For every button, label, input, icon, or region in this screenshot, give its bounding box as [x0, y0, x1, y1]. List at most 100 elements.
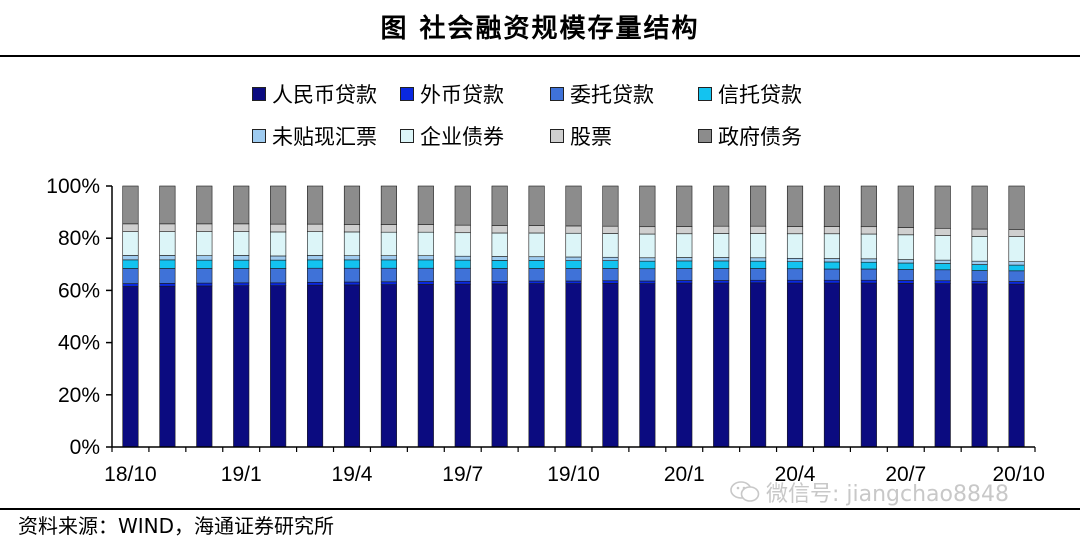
bar-segment [565, 232, 582, 258]
legend-swatch [252, 87, 266, 101]
legend-swatch [400, 87, 414, 101]
bar-segment [823, 226, 841, 235]
source-note: 资料来源：WIND，海通证券研究所 [18, 514, 335, 538]
bar-segment [934, 259, 951, 264]
bar-segment [528, 268, 545, 282]
bar-segment [454, 267, 471, 282]
bar-segment [417, 224, 434, 233]
bar-segment [1008, 264, 1025, 272]
legend-item-trust-loans: 信托贷款 [698, 80, 802, 108]
bar-segment [823, 258, 841, 263]
bar-segment [897, 269, 914, 281]
bar-segment [786, 257, 804, 262]
bar-segment [417, 185, 434, 225]
bar-segment [750, 279, 767, 284]
bar-segment [196, 255, 213, 261]
bar-segment [713, 185, 730, 227]
bar-segment [860, 226, 877, 235]
bar-segment [491, 268, 508, 282]
bar-segment [417, 284, 434, 448]
bar-segment [750, 268, 767, 281]
bar-segment [1008, 236, 1025, 262]
bar-segment [934, 263, 951, 271]
bar-segment [454, 185, 471, 226]
bar-segment [639, 283, 656, 448]
bar-segment [380, 185, 397, 225]
y-tick-label: 40% [58, 332, 100, 355]
bar-segment [233, 185, 250, 225]
bar-segment [897, 234, 914, 260]
x-tick-label: 19/1 [221, 463, 262, 486]
bar-segment [417, 259, 434, 269]
bar-segment [860, 279, 877, 284]
bar-segment [750, 225, 767, 234]
bar-segment [971, 264, 988, 271]
bar-segment [639, 280, 656, 284]
legend-label: 信托贷款 [718, 83, 802, 107]
bar-segment [1008, 270, 1025, 282]
legend-item-stocks: 股票 [550, 122, 612, 150]
wechat-watermark: 微信号: jiangchao8848 [730, 476, 1009, 508]
bar-segment [1008, 185, 1025, 230]
bar-segment [713, 233, 730, 258]
bar-segment [196, 282, 213, 287]
bar-segment [270, 231, 287, 257]
bar-segment [897, 280, 914, 284]
legend-swatch [550, 129, 564, 143]
bar-segment [307, 282, 324, 286]
bar-segment [676, 226, 693, 235]
bar-segment [233, 259, 250, 269]
bar-segment [528, 225, 545, 234]
bar-segment [639, 260, 656, 270]
bar-segment [934, 185, 951, 229]
bar-segment [417, 281, 434, 285]
bar-segment [897, 227, 914, 236]
bar-segment [713, 260, 730, 269]
y-tick-label: 60% [58, 279, 100, 302]
x-tick-label: 18/10 [104, 463, 157, 486]
bar-segment [1008, 283, 1025, 448]
bar-segment [971, 280, 988, 285]
bar-segment [380, 267, 397, 283]
chart-title: 图 社会融资规模存量结构 [380, 14, 700, 44]
bar-segment [454, 224, 471, 234]
bar-segment [750, 185, 767, 227]
bar-segment [971, 236, 988, 262]
bar-segment [528, 283, 545, 448]
legend-swatch [698, 87, 712, 101]
legend-swatch [698, 129, 712, 143]
bar-segment [676, 185, 693, 227]
bar-segment [676, 280, 693, 284]
title-divider [0, 55, 1080, 57]
bar-segment [122, 185, 139, 225]
bar-segment [491, 185, 508, 226]
bar-segment [676, 268, 693, 281]
bar-segment [713, 257, 730, 262]
bar-segment [971, 185, 988, 230]
bar-segment [934, 235, 951, 261]
bar-segment [639, 226, 656, 235]
bar-segment [750, 282, 767, 448]
bar-segment [454, 283, 471, 448]
legend-item-undiscounted-bills: 未贴现汇票 [252, 122, 377, 150]
bar-segment [380, 231, 397, 256]
bar-segment [860, 282, 877, 448]
bar-segment [860, 185, 877, 228]
legend-label: 企业债券 [420, 125, 504, 149]
legend-item-rmb-loans: 人民币贷款 [252, 80, 377, 108]
bar-segment [307, 284, 324, 448]
bar-segment [934, 227, 951, 236]
bar-segment [639, 257, 656, 262]
x-tick-label: 20/7 [885, 463, 926, 486]
bar-segment [307, 255, 324, 261]
bar-segment [122, 283, 139, 287]
bar-segment [639, 233, 656, 259]
bar-segment [307, 223, 324, 232]
bar-segment [159, 255, 176, 261]
bar-segment [786, 261, 804, 270]
bar-segment [454, 255, 471, 261]
bar-segment [307, 267, 324, 283]
bar-segment [454, 280, 471, 285]
bar-segment [897, 283, 914, 448]
bar-segment [750, 260, 767, 269]
